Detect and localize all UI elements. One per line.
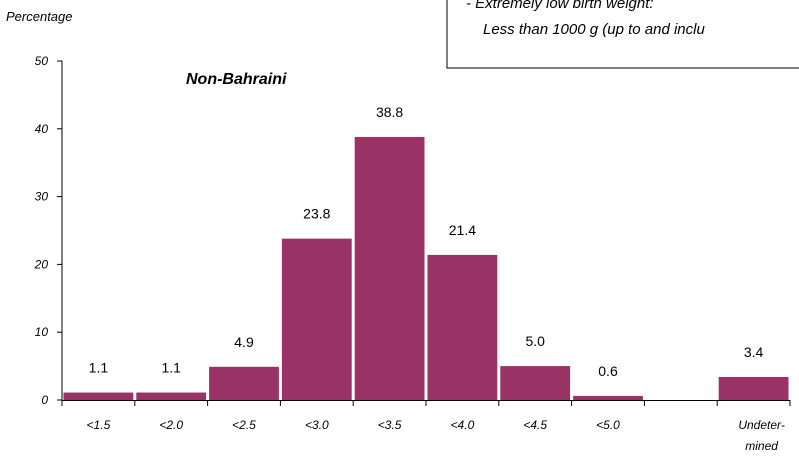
bar	[718, 376, 789, 400]
bar	[281, 238, 352, 400]
bar	[136, 392, 207, 400]
x-tick-label: <3.0	[305, 418, 329, 432]
bar	[209, 366, 279, 400]
bar	[354, 136, 425, 400]
data-label: 1.1	[161, 360, 181, 376]
y-tick-label: 30	[35, 190, 49, 204]
x-tick-label: <2.0	[159, 418, 183, 432]
bar	[427, 254, 498, 400]
data-label: 21.4	[449, 222, 476, 238]
y-tick-label: 0	[41, 393, 48, 407]
note-line-2: Less than 1000 g (up to and inclu	[483, 21, 705, 38]
x-tick-label: <5.0	[596, 418, 620, 432]
x-tick-label: <4.5	[523, 418, 547, 432]
data-label: 38.8	[376, 104, 403, 120]
data-label: 4.9	[234, 334, 254, 350]
data-labels: 1.1 1.1 4.9 23.8 38.8 21.4 5.0 0.6 3.4	[89, 104, 764, 379]
bar	[500, 366, 571, 400]
y-tick-label: 40	[35, 122, 49, 136]
axes	[57, 60, 791, 406]
note-line-1: - Extremely low birth weight:	[466, 0, 654, 12]
note-box	[446, 0, 799, 69]
y-axis-label: Percentage	[6, 9, 73, 24]
x-tick-label: <3.5	[378, 418, 402, 432]
bars	[63, 136, 789, 400]
x-tick-labels: <1.5 <2.0 <2.5 <3.0 <3.5 <4.0 <4.5 <5.0 Undeter-…	[87, 418, 785, 453]
y-tick-label: 20	[34, 257, 49, 271]
x-tick-label: <1.5	[87, 418, 111, 432]
bar	[63, 392, 134, 400]
data-label: 5.0	[525, 333, 545, 349]
x-tick-label: <4.0	[451, 418, 475, 432]
x-tick-label: Undeter-	[738, 418, 784, 432]
y-tick-label: 10	[35, 325, 49, 339]
x-tick-label: <2.5	[232, 418, 256, 432]
data-label: 1.1	[89, 360, 109, 376]
bar	[573, 395, 643, 400]
data-label: 3.4	[744, 344, 764, 360]
y-tick-label: 50	[35, 54, 49, 68]
y-tick-labels: 0 10 20 30 40 50	[34, 54, 49, 407]
x-tick-label: mined	[745, 439, 778, 453]
data-label: 23.8	[303, 206, 330, 222]
series-title: Non-Bahraini	[186, 71, 287, 88]
data-label: 0.6	[598, 363, 618, 379]
